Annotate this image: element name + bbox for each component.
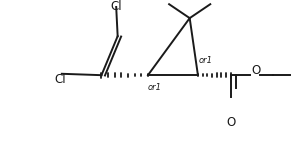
Text: Cl: Cl [55, 73, 66, 86]
Text: or1: or1 [199, 56, 212, 65]
Text: Cl: Cl [110, 0, 122, 13]
Text: O: O [226, 116, 236, 129]
Text: or1: or1 [148, 83, 162, 92]
Text: O: O [251, 64, 260, 78]
